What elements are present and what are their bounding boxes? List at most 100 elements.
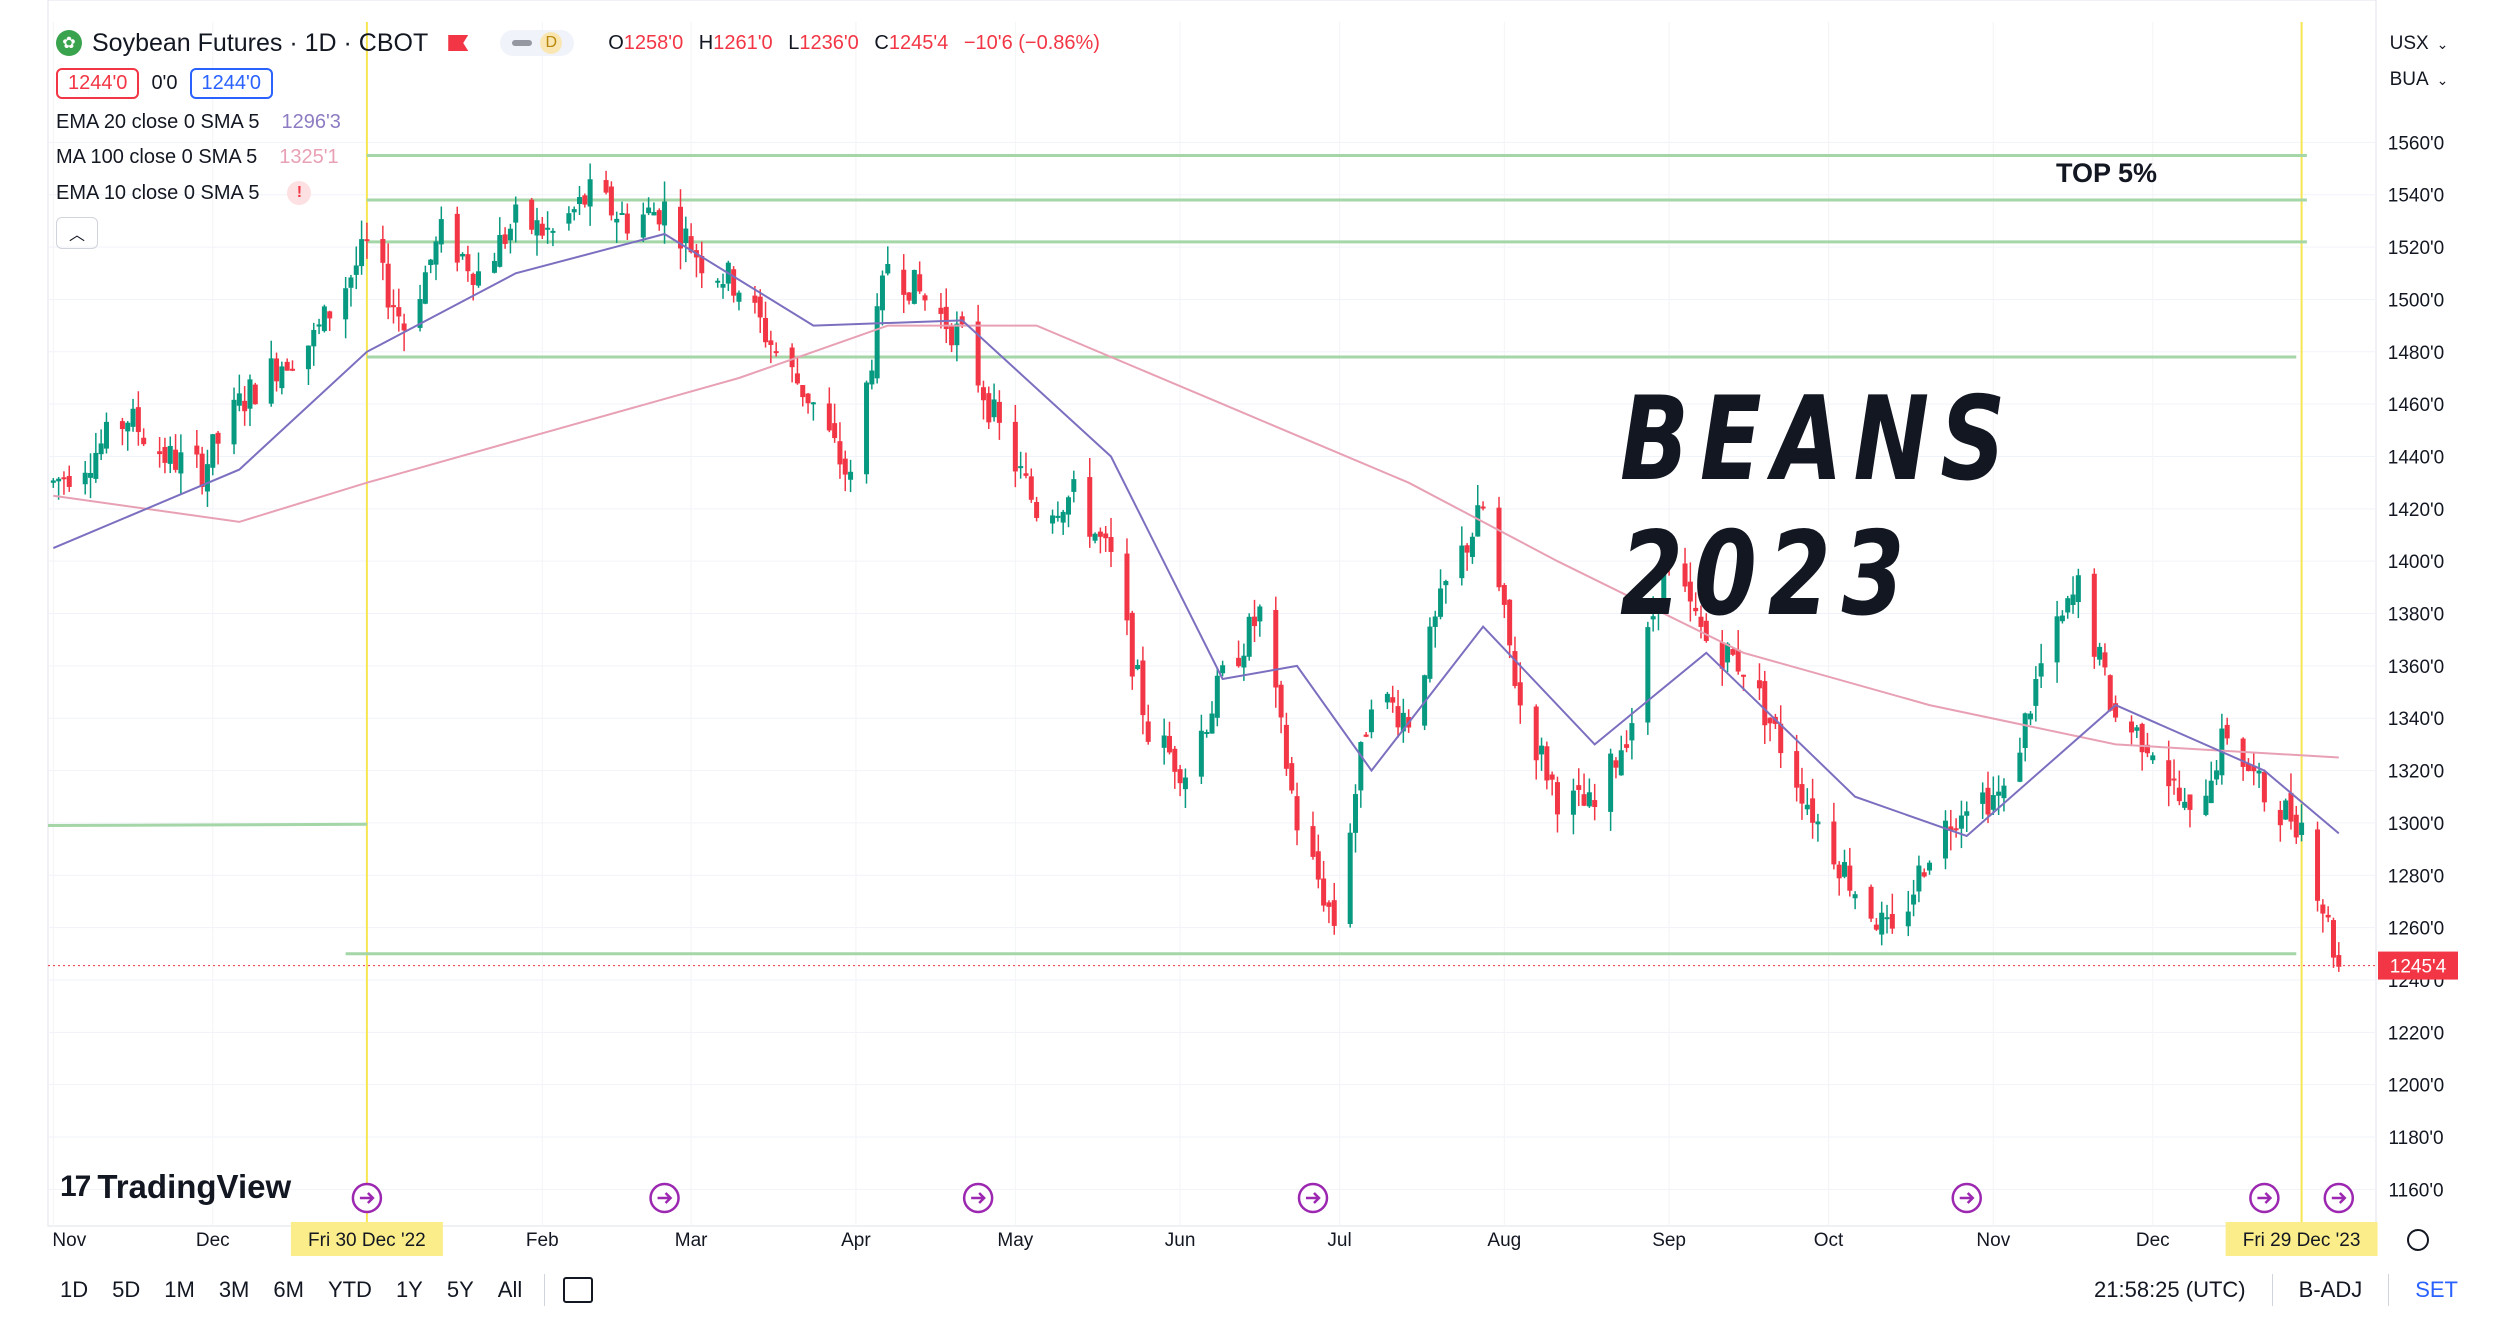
timeframe-3m[interactable]: 3M xyxy=(218,1277,250,1302)
indicator-params: 10 close 0 SMA 5 xyxy=(103,181,260,204)
timeframe-5y[interactable]: 5Y xyxy=(446,1277,474,1302)
candle-body xyxy=(125,422,131,432)
ohlc-values: O1258'0 H1261'0 L1236'0 C1245'4 −10'6 (−… xyxy=(608,32,1110,55)
candle-body xyxy=(2113,703,2119,718)
candle-body xyxy=(1358,742,1364,791)
event-arrow-glyph xyxy=(2331,1192,2347,1204)
candle-body xyxy=(582,195,588,205)
y-tick-label: 1340'0 xyxy=(2388,709,2444,730)
candle-body xyxy=(2224,724,2230,739)
candle-body xyxy=(1469,536,1475,557)
timeframe-ytd[interactable]: YTD xyxy=(327,1277,372,1302)
buy-button[interactable]: 1244'0 xyxy=(189,68,273,99)
candle-body xyxy=(842,458,848,475)
candle-body xyxy=(954,323,960,346)
candle-body xyxy=(1618,750,1624,776)
candle-body xyxy=(577,197,583,204)
candle-body xyxy=(2017,752,2023,782)
candle-body xyxy=(1831,821,1837,865)
y-tick-label: 1300'0 xyxy=(2388,814,2444,835)
indicator-ema20[interactable]: EMA 20 close 0 SMA 5 1296'3 xyxy=(56,111,1110,134)
sell-button[interactable]: 1244'0 xyxy=(56,68,140,99)
candle-body xyxy=(1581,794,1587,806)
y-tick-label: 1420'0 xyxy=(2388,500,2444,521)
candle-body xyxy=(1549,774,1555,780)
candle-body xyxy=(1135,664,1141,670)
candle-body xyxy=(141,437,147,445)
candle-body xyxy=(991,399,997,418)
candle-body xyxy=(103,421,109,449)
candle-body xyxy=(874,306,880,379)
candle-body xyxy=(1916,865,1922,892)
tradingview-logo[interactable]: 17 TradingView xyxy=(60,1168,291,1206)
candle-body xyxy=(539,223,545,236)
candle-body xyxy=(2107,675,2113,711)
calendar-range-icon[interactable] xyxy=(563,1277,594,1303)
indicator-ema10[interactable]: EMA 10 close 0 SMA 5 ! xyxy=(56,181,1110,205)
unit-selector[interactable]: BUA ⌄ xyxy=(2376,64,2462,96)
candle-body xyxy=(1804,804,1810,810)
flag-icon[interactable] xyxy=(448,35,469,51)
candle-body xyxy=(396,307,402,317)
candle-body xyxy=(587,179,593,207)
candle-body xyxy=(1209,713,1215,734)
candle-body xyxy=(1087,477,1093,537)
candle-body xyxy=(2150,755,2156,761)
candle-body xyxy=(2293,814,2299,838)
currency-selector[interactable]: USX ⌄ xyxy=(2376,28,2462,60)
candle-body xyxy=(1539,745,1545,755)
candle-body xyxy=(50,480,56,483)
candle-body xyxy=(252,384,258,405)
candle-body xyxy=(502,234,508,244)
candle-body xyxy=(980,387,986,401)
y-tick-label: 1380'0 xyxy=(2388,605,2444,626)
candle-body xyxy=(417,299,423,328)
tradingview-mark-icon: 17 xyxy=(60,1170,91,1203)
timeframe-all[interactable]: All xyxy=(497,1277,523,1302)
candle-body xyxy=(2091,573,2097,657)
candle-body xyxy=(305,345,311,370)
chevron-down-icon: ⌄ xyxy=(2436,71,2449,88)
brand-name: TradingView xyxy=(97,1168,292,1205)
candle-body xyxy=(1124,553,1130,621)
candle-body xyxy=(1682,563,1688,587)
candle-body xyxy=(1847,865,1853,891)
candle-body xyxy=(534,220,540,236)
candle-body xyxy=(1879,912,1885,935)
candle-body xyxy=(1693,607,1699,612)
indicator-value: 1325'1 xyxy=(279,146,339,168)
candle-body xyxy=(837,441,843,465)
candle-body xyxy=(2336,955,2342,967)
x-tick-label: Feb xyxy=(526,1230,559,1251)
candle-body xyxy=(1092,533,1098,541)
candle-body xyxy=(975,321,981,386)
candle-body xyxy=(1512,651,1518,686)
indicator-ma100[interactable]: MA 100 close 0 SMA 5 1325'1 xyxy=(56,146,1110,169)
candle-body xyxy=(2320,904,2326,914)
timeframe-1y[interactable]: 1Y xyxy=(395,1277,423,1302)
candle-body xyxy=(1570,790,1576,815)
candle-body xyxy=(619,212,625,215)
candle-body xyxy=(1103,533,1109,539)
timeframe-6m[interactable]: 6M xyxy=(273,1277,304,1302)
event-arrow-glyph xyxy=(2257,1192,2273,1204)
candle-body xyxy=(1182,777,1188,790)
timeframe-5d[interactable]: 5D xyxy=(112,1277,141,1302)
y-tick-label: 1520'0 xyxy=(2388,238,2444,259)
warning-icon[interactable]: ! xyxy=(287,181,312,205)
candle-body xyxy=(513,204,519,223)
data-status-pill[interactable]: D xyxy=(500,30,575,56)
symbol-title[interactable]: Soybean Futures · 1D · CBOT xyxy=(92,28,429,57)
candle-body xyxy=(2208,780,2214,804)
adjustment-toggle[interactable]: B-ADJ xyxy=(2298,1277,2363,1302)
candle-body xyxy=(1273,610,1279,688)
last-price-label: 1245'4 xyxy=(2390,957,2447,978)
utc-clock[interactable]: 21:58:25 (UTC) xyxy=(2094,1277,2246,1302)
candle-body xyxy=(566,213,572,224)
collapse-legend-button[interactable]: ︿ xyxy=(56,217,98,249)
open-key: O xyxy=(608,31,624,54)
session-toggle[interactable]: SET xyxy=(2415,1277,2458,1302)
timeframe-1d[interactable]: 1D xyxy=(60,1277,89,1302)
timeframe-1m[interactable]: 1M xyxy=(164,1277,195,1302)
